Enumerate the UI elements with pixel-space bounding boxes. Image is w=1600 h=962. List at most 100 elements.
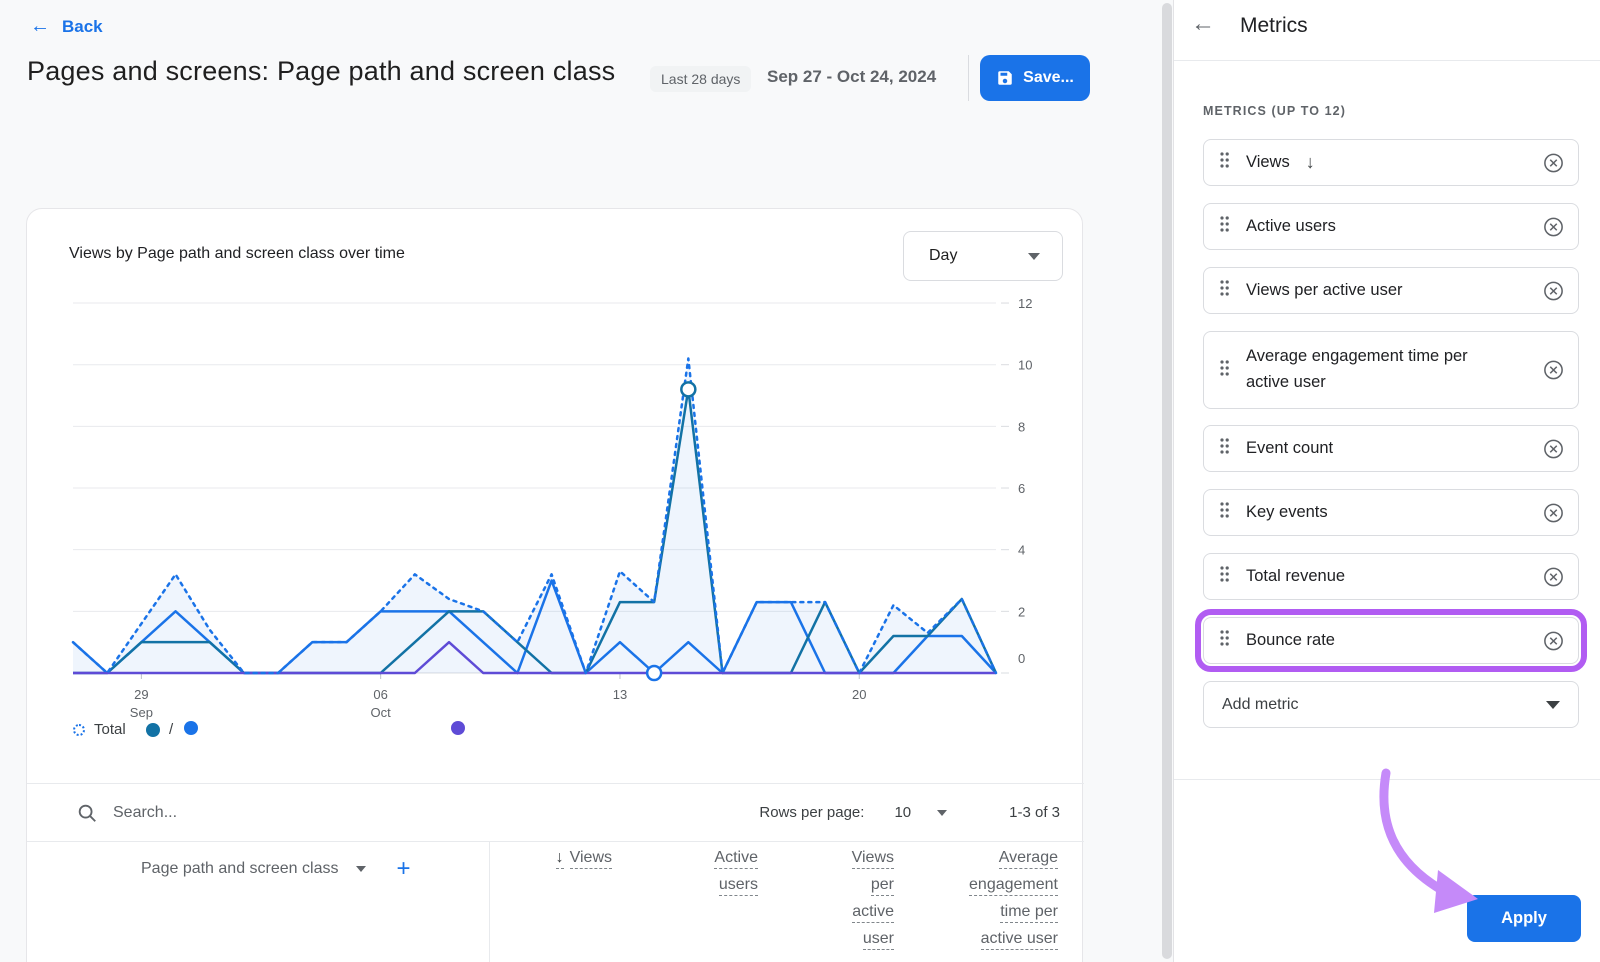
ga4-report-screen: ← Back Pages and screens: Page path and … bbox=[0, 0, 1600, 962]
search-icon bbox=[76, 802, 98, 824]
drag-handle-icon[interactable] bbox=[1219, 565, 1230, 588]
metric-chip-total-revenue[interactable]: Total revenue bbox=[1203, 553, 1579, 600]
svg-text:0: 0 bbox=[1018, 651, 1025, 666]
date-range[interactable]: Sep 27 - Oct 24, 2024 bbox=[767, 67, 936, 87]
drag-handle-icon[interactable] bbox=[1219, 215, 1230, 238]
metrics-section-label: METRICS (UP TO 12) bbox=[1203, 104, 1346, 118]
remove-metric-icon[interactable] bbox=[1542, 359, 1565, 382]
chart-legend: Total / bbox=[27, 721, 1084, 741]
sort-descending-icon: ↓ bbox=[556, 849, 564, 869]
column-label: time per bbox=[1000, 903, 1058, 923]
column-divider bbox=[489, 841, 490, 962]
svg-text:06: 06 bbox=[373, 687, 387, 702]
chevron-down-icon bbox=[937, 810, 947, 816]
column-label: Views bbox=[570, 849, 612, 869]
divider bbox=[1174, 60, 1600, 61]
report-card: Views by Page path and screen class over… bbox=[26, 208, 1083, 962]
add-metric-select[interactable]: Add metric bbox=[1203, 681, 1579, 728]
add-dimension-icon[interactable]: + bbox=[396, 855, 410, 883]
panel-back-arrow[interactable]: ← bbox=[1191, 10, 1215, 38]
metric-chip-views-per-active-user[interactable]: Views per active user bbox=[1203, 267, 1579, 314]
metric-label: Views bbox=[1246, 150, 1290, 176]
metric-chip-views[interactable]: Views ↓ bbox=[1203, 139, 1579, 186]
remove-metric-icon[interactable] bbox=[1542, 437, 1565, 460]
divider bbox=[27, 841, 1084, 842]
metric-label: Views per active user bbox=[1246, 278, 1403, 304]
dimension-header[interactable]: Page path and screen class + bbox=[141, 855, 410, 883]
column-header-avg-engagement-time[interactable]: Average engagement time per active user bbox=[969, 849, 1058, 957]
legend-item-path-1[interactable]: / bbox=[146, 721, 173, 738]
back-link[interactable]: ← Back bbox=[30, 15, 103, 38]
column-label: active bbox=[852, 903, 894, 923]
svg-text:Sep: Sep bbox=[130, 705, 153, 720]
series-dot-icon bbox=[451, 721, 465, 735]
remove-metric-icon[interactable] bbox=[1542, 279, 1565, 302]
svg-text:8: 8 bbox=[1018, 419, 1025, 434]
add-metric-label: Add metric bbox=[1222, 696, 1298, 714]
total-dotted-circle-icon bbox=[73, 724, 85, 736]
drag-handle-icon[interactable] bbox=[1219, 629, 1230, 652]
rows-per-page-group: Rows per page: 10 1-3 of 3 bbox=[759, 804, 1060, 821]
rows-per-page-select[interactable]: 10 bbox=[894, 804, 947, 821]
remove-metric-icon[interactable] bbox=[1542, 501, 1565, 524]
save-icon bbox=[996, 69, 1014, 87]
svg-text:4: 4 bbox=[1018, 543, 1025, 558]
legend-label: / bbox=[169, 721, 173, 738]
back-arrow-icon: ← bbox=[30, 15, 50, 38]
metric-chip-bounce-rate[interactable]: Bounce rate bbox=[1203, 617, 1579, 664]
drag-handle-icon[interactable] bbox=[1219, 501, 1230, 524]
svg-text:12: 12 bbox=[1018, 296, 1032, 311]
metric-chip-event-count[interactable]: Event count bbox=[1203, 425, 1579, 472]
metric-label: Bounce rate bbox=[1246, 628, 1335, 654]
remove-metric-icon[interactable] bbox=[1542, 215, 1565, 238]
column-label: active user bbox=[981, 930, 1058, 950]
column-label: Views bbox=[852, 849, 894, 869]
rows-per-page-value: 10 bbox=[894, 804, 911, 821]
save-button[interactable]: Save... bbox=[980, 55, 1090, 101]
remove-metric-icon[interactable] bbox=[1542, 629, 1565, 652]
svg-text:29: 29 bbox=[134, 687, 148, 702]
header-divider bbox=[968, 55, 969, 101]
column-header-views-per-active-user[interactable]: Views per active user bbox=[852, 849, 894, 957]
panel-title: Metrics bbox=[1240, 14, 1308, 38]
granularity-select[interactable]: Day bbox=[903, 231, 1063, 281]
drag-handle-icon[interactable] bbox=[1219, 359, 1230, 382]
pagination-range: 1-3 of 3 bbox=[1009, 804, 1060, 821]
drag-handle-icon[interactable] bbox=[1219, 151, 1230, 174]
dimension-header-label: Page path and screen class bbox=[141, 860, 338, 878]
chevron-down-icon bbox=[356, 866, 366, 872]
remove-metric-icon[interactable] bbox=[1542, 565, 1565, 588]
legend-label: Total bbox=[94, 721, 126, 738]
legend-item-path-2[interactable] bbox=[184, 721, 207, 735]
metric-chip-avg-engagement-time[interactable]: Average engagement time per active user bbox=[1203, 331, 1579, 409]
rows-per-page-label: Rows per page: bbox=[759, 804, 864, 821]
metric-label: Event count bbox=[1246, 436, 1333, 462]
metric-chip-key-events[interactable]: Key events bbox=[1203, 489, 1579, 536]
column-label: users bbox=[719, 876, 758, 896]
vertical-scrollbar[interactable] bbox=[1162, 3, 1172, 959]
save-label: Save... bbox=[1023, 69, 1074, 87]
metric-label: Average engagement time per active user bbox=[1246, 344, 1496, 395]
column-header-views[interactable]: ↓ Views bbox=[556, 849, 612, 876]
legend-item-path-3[interactable] bbox=[451, 721, 474, 735]
svg-text:Oct: Oct bbox=[371, 705, 392, 720]
back-label: Back bbox=[62, 17, 103, 37]
svg-text:10: 10 bbox=[1018, 358, 1032, 373]
drag-handle-icon[interactable] bbox=[1219, 279, 1230, 302]
svg-text:13: 13 bbox=[613, 687, 627, 702]
page-title: Pages and screens: Page path and screen … bbox=[27, 56, 615, 87]
column-label: user bbox=[863, 930, 894, 950]
metrics-panel: ← Metrics METRICS (UP TO 12) Views ↓ Act… bbox=[1173, 0, 1600, 962]
svg-text:2: 2 bbox=[1018, 604, 1025, 619]
metric-label: Total revenue bbox=[1246, 564, 1345, 590]
drag-handle-icon[interactable] bbox=[1219, 437, 1230, 460]
column-header-active-users[interactable]: Active users bbox=[714, 849, 758, 903]
search-input[interactable] bbox=[113, 804, 393, 822]
legend-item-total[interactable]: Total bbox=[73, 721, 126, 738]
dropdown-triangle-icon bbox=[1546, 701, 1560, 709]
remove-metric-icon[interactable] bbox=[1542, 151, 1565, 174]
metric-chip-active-users[interactable]: Active users bbox=[1203, 203, 1579, 250]
column-label: per bbox=[871, 876, 894, 896]
apply-button[interactable]: Apply bbox=[1467, 895, 1581, 942]
date-preset-chip[interactable]: Last 28 days bbox=[650, 66, 751, 92]
